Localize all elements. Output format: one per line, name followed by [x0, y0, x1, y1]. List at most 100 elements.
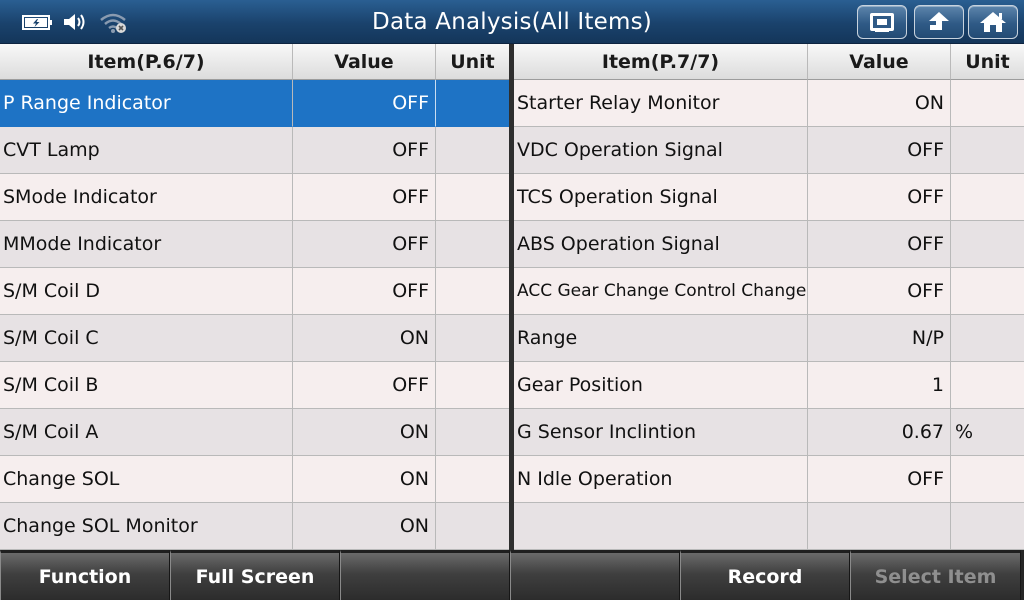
- screenshot-icon: [870, 13, 894, 32]
- item-unit-cell: [436, 456, 509, 503]
- status-icons: [22, 9, 128, 35]
- table-row[interactable]: N Idle Operation OFF: [514, 456, 1024, 503]
- full-screen-button[interactable]: Full Screen: [170, 550, 340, 600]
- table-row[interactable]: ABS Operation Signal OFF: [514, 221, 1024, 268]
- back-icon: [929, 12, 949, 30]
- table-header-row: Item(P.7/7) Value Unit: [514, 44, 1024, 80]
- table-header-row: Item(P.6/7) Value Unit: [0, 44, 509, 80]
- item-name-cell: ABS Operation Signal: [514, 221, 808, 268]
- column-header-unit: Unit: [951, 44, 1024, 80]
- item-name-cell: Change SOL: [0, 456, 293, 503]
- column-header-unit: Unit: [436, 44, 509, 80]
- table-row[interactable]: P Range Indicator OFF: [0, 80, 509, 127]
- item-name-cell: S/M Coil D: [0, 268, 293, 315]
- table-row[interactable]: S/M Coil A ON: [0, 409, 509, 456]
- wifi-icon: [100, 13, 126, 33]
- item-value-cell: OFF: [808, 221, 951, 268]
- item-unit-cell: [436, 503, 509, 550]
- table-row[interactable]: Change SOL Monitor ON: [0, 503, 509, 550]
- item-unit-cell: [951, 315, 1024, 362]
- table-row[interactable]: G Sensor Inclintion 0.67%: [514, 409, 1024, 456]
- item-name-cell: S/M Coil A: [0, 409, 293, 456]
- item-value-cell: 0.67: [808, 409, 951, 456]
- item-name-cell: Range: [514, 315, 808, 362]
- data-table-area: Item(P.6/7) Value Unit P Range Indicator OFF…: [0, 44, 1024, 550]
- item-value-cell: ON: [293, 503, 436, 550]
- column-header-value: Value: [808, 44, 951, 80]
- select-item-button[interactable]: Select Item: [850, 550, 1021, 600]
- table-row[interactable]: Change SOL ON: [0, 456, 509, 503]
- item-name-cell: G Sensor Inclintion: [514, 409, 808, 456]
- item-unit-cell: [951, 174, 1024, 221]
- item-value-cell: OFF: [293, 80, 436, 127]
- column-header-item: Item(P.6/7): [0, 44, 293, 80]
- item-value-cell: OFF: [293, 362, 436, 409]
- item-unit-cell: %: [951, 409, 1024, 456]
- item-unit-cell: [436, 80, 509, 127]
- item-unit-cell: [436, 362, 509, 409]
- item-value-cell: ON: [293, 456, 436, 503]
- back-button[interactable]: [914, 5, 964, 39]
- record-button[interactable]: Record: [680, 550, 850, 600]
- table-row[interactable]: ACC Gear Change Control Change OFF: [514, 268, 1024, 315]
- item-unit-cell: [951, 80, 1024, 127]
- table-row[interactable]: TCS Operation Signal OFF: [514, 174, 1024, 221]
- item-unit-cell: [436, 127, 509, 174]
- item-name-cell: CVT Lamp: [0, 127, 293, 174]
- column-header-value: Value: [293, 44, 436, 80]
- item-value-cell: [808, 503, 951, 550]
- item-name-cell: VDC Operation Signal: [514, 127, 808, 174]
- table-row[interactable]: S/M Coil B OFF: [0, 362, 509, 409]
- item-value-cell: N/P: [808, 315, 951, 362]
- item-name-cell: S/M Coil C: [0, 315, 293, 362]
- table-row[interactable]: Range N/P: [514, 315, 1024, 362]
- home-icon: [980, 12, 1006, 32]
- item-name-cell: MMode Indicator: [0, 221, 293, 268]
- table-row[interactable]: [514, 503, 1024, 550]
- item-unit-cell: [951, 127, 1024, 174]
- table-row[interactable]: Gear Position 1: [514, 362, 1024, 409]
- item-unit-cell: [436, 221, 509, 268]
- item-name-cell: Change SOL Monitor: [0, 503, 293, 550]
- item-value-cell: OFF: [293, 221, 436, 268]
- title-bar: Data Analysis(All Items): [0, 0, 1024, 44]
- right-data-table: Item(P.7/7) Value Unit Starter Relay Monito…: [514, 44, 1024, 550]
- item-name-cell: [514, 503, 808, 550]
- table-row[interactable]: S/M Coil C ON: [0, 315, 509, 362]
- home-button[interactable]: [968, 5, 1018, 39]
- item-unit-cell: [436, 409, 509, 456]
- item-name-cell: Starter Relay Monitor: [514, 80, 808, 127]
- item-unit-cell: [436, 174, 509, 221]
- table-row[interactable]: SMode Indicator OFF: [0, 174, 509, 221]
- table-row[interactable]: CVT Lamp OFF: [0, 127, 509, 174]
- left-data-table: Item(P.6/7) Value Unit P Range Indicator OFF…: [0, 44, 509, 550]
- page-title: Data Analysis(All Items): [372, 9, 652, 35]
- item-value-cell: ON: [293, 409, 436, 456]
- item-name-cell: SMode Indicator: [0, 174, 293, 221]
- item-value-cell: OFF: [808, 456, 951, 503]
- table-row[interactable]: MMode Indicator OFF: [0, 221, 509, 268]
- item-value-cell: OFF: [293, 174, 436, 221]
- footer-toolbar: Function Full Screen Record Select Item: [0, 550, 1024, 600]
- empty-button-3[interactable]: [340, 550, 510, 600]
- table-row[interactable]: S/M Coil D OFF: [0, 268, 509, 315]
- item-value-cell: ON: [808, 80, 951, 127]
- screenshot-button[interactable]: [857, 5, 907, 39]
- item-value-cell: OFF: [293, 268, 436, 315]
- empty-button-4[interactable]: [510, 550, 680, 600]
- table-row[interactable]: Starter Relay Monitor ON: [514, 80, 1024, 127]
- table-row[interactable]: VDC Operation Signal OFF: [514, 127, 1024, 174]
- item-unit-cell: [951, 268, 1024, 315]
- item-unit-cell: [436, 315, 509, 362]
- item-value-cell: ON: [293, 315, 436, 362]
- item-value-cell: OFF: [808, 174, 951, 221]
- item-name-cell: ACC Gear Change Control Change: [514, 268, 808, 315]
- item-unit-cell: [436, 268, 509, 315]
- function-button[interactable]: Function: [0, 550, 170, 600]
- item-unit-cell: [951, 456, 1024, 503]
- column-header-item: Item(P.7/7): [514, 44, 808, 80]
- item-value-cell: OFF: [293, 127, 436, 174]
- item-name-cell: TCS Operation Signal: [514, 174, 808, 221]
- item-name-cell: N Idle Operation: [514, 456, 808, 503]
- item-name-cell: P Range Indicator: [0, 80, 293, 127]
